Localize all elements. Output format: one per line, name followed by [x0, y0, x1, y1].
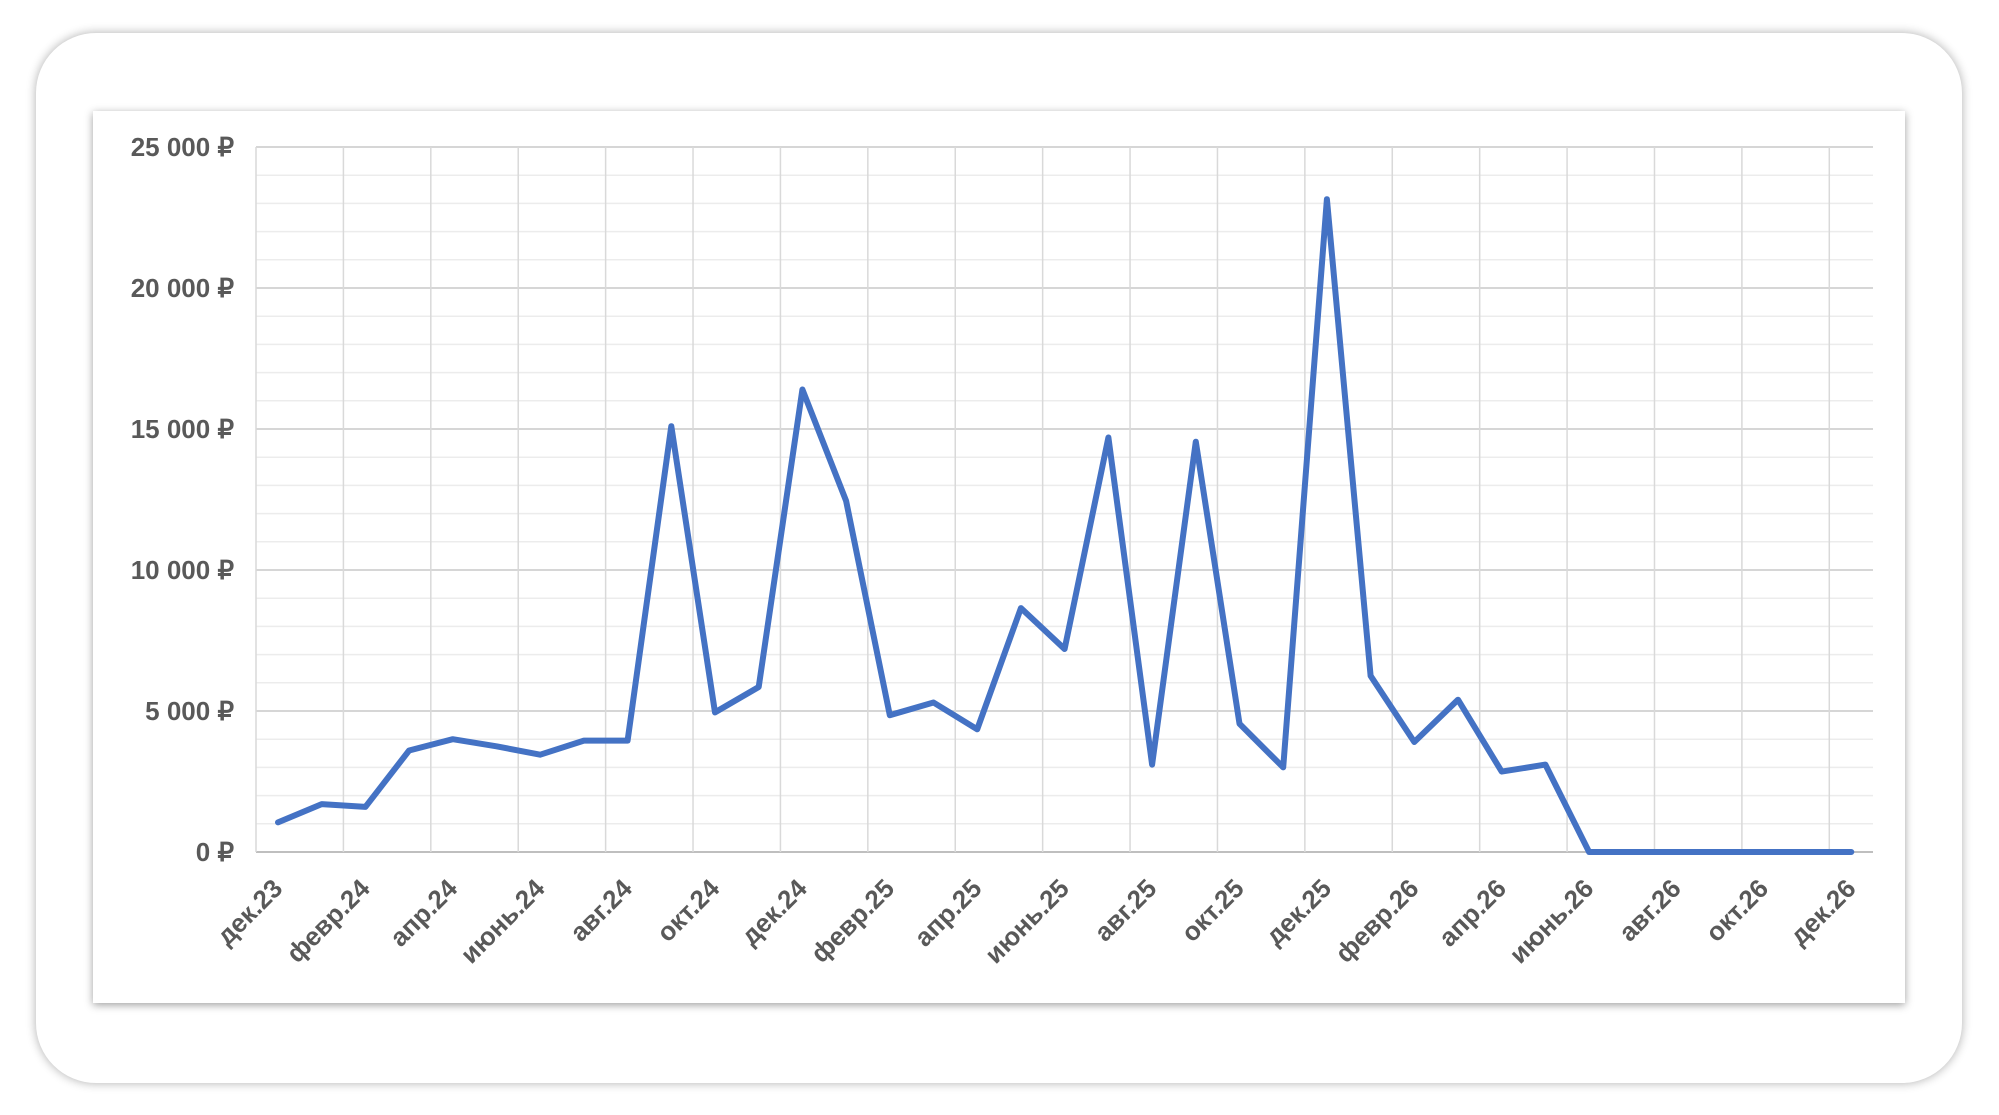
x-tick-label: авг.24 — [564, 873, 638, 947]
x-tick-label: окт.24 — [651, 873, 726, 948]
y-axis-labels: 0 ₽ 5 000 ₽ 10 000 ₽ 15 000 ₽ 20 000 ₽ 25 000… — [131, 132, 235, 867]
x-tick-label: дек.24 — [735, 873, 813, 951]
x-tick-label: окт.26 — [1700, 873, 1775, 948]
y-tick-label: 5 000 ₽ — [145, 696, 234, 726]
x-tick-label: дек.25 — [1259, 873, 1337, 951]
x-tick-label: апр.26 — [1433, 873, 1512, 952]
x-tick-label: окт.25 — [1175, 873, 1250, 948]
x-tick-label: февр.25 — [805, 873, 900, 968]
x-tick-label: дек.23 — [210, 873, 288, 951]
chart-panel: 0 ₽ 5 000 ₽ 10 000 ₽ 15 000 ₽ 20 000 ₽ 25 000… — [93, 111, 1905, 1003]
minor-gridlines — [256, 174, 1873, 825]
line-chart: 0 ₽ 5 000 ₽ 10 000 ₽ 15 000 ₽ 20 000 ₽ 25 000… — [131, 132, 1873, 970]
x-tick-label: февр.24 — [280, 873, 376, 969]
x-tick-label: июнь.25 — [979, 873, 1075, 969]
y-tick-label: 0 ₽ — [196, 837, 235, 867]
x-tick-label: авг.26 — [1613, 873, 1687, 947]
x-tick-label: дек.26 — [1784, 873, 1862, 951]
y-tick-label: 25 000 ₽ — [131, 132, 235, 162]
x-tick-label: февр.26 — [1329, 873, 1424, 968]
x-tick-label: апр.24 — [384, 873, 464, 953]
y-tick-label: 10 000 ₽ — [131, 555, 235, 585]
series-layer — [275, 196, 1855, 855]
major-gridlines — [256, 146, 1873, 853]
y-tick-label: 15 000 ₽ — [131, 414, 235, 444]
x-tick-label: апр.25 — [908, 873, 987, 952]
x-tick-label: июнь.24 — [454, 873, 551, 970]
vertical-gridlines — [255, 147, 1831, 852]
y-tick-label: 20 000 ₽ — [131, 273, 235, 303]
x-tick-label: авг.25 — [1088, 873, 1162, 947]
series-line — [275, 196, 1855, 855]
x-tick-label: июнь.26 — [1503, 873, 1599, 969]
